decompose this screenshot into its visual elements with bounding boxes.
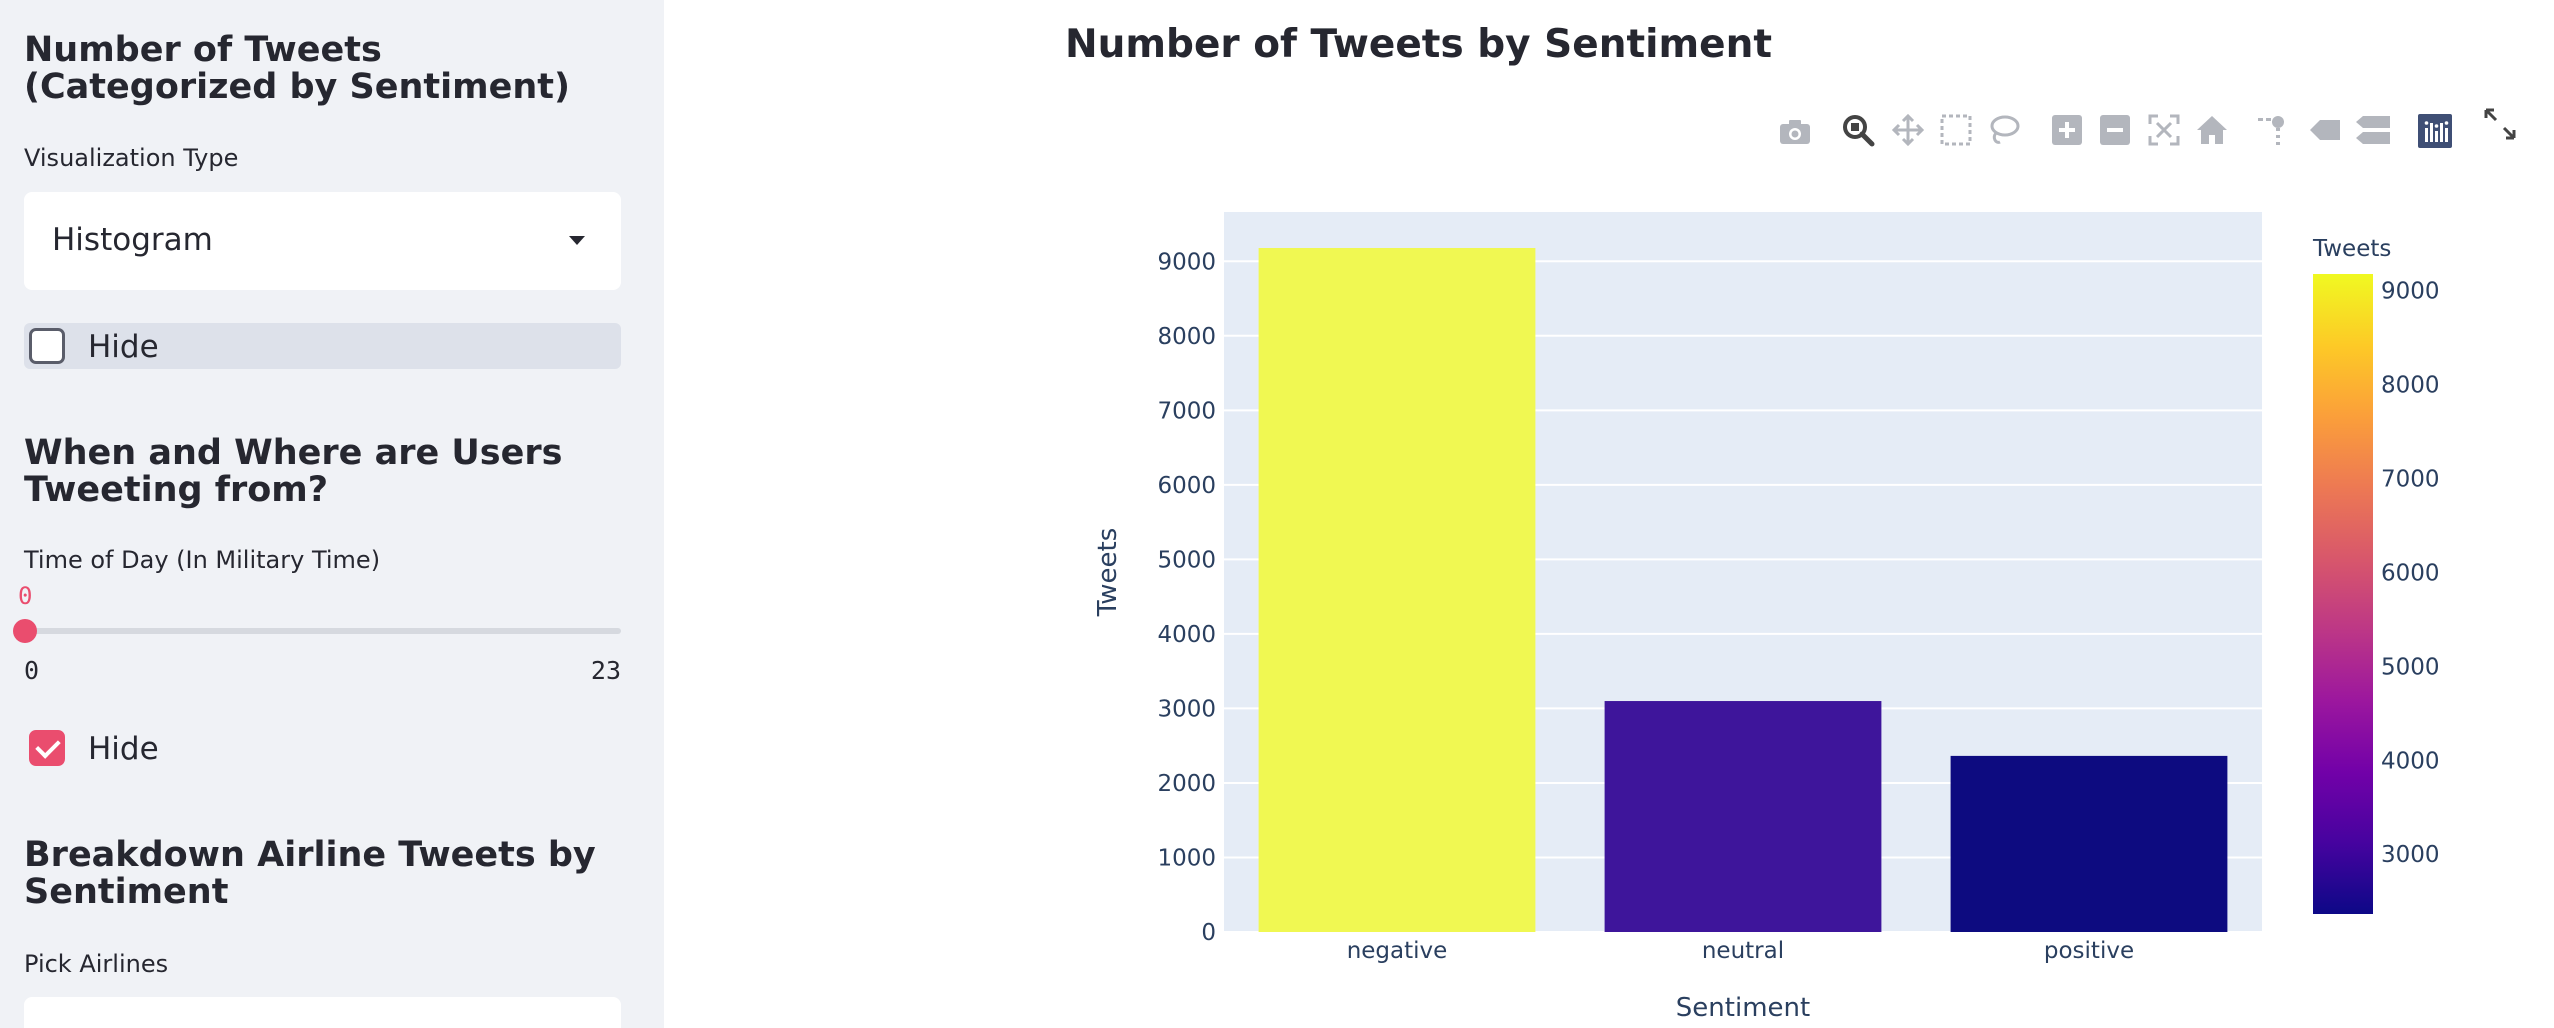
y-axis-ticks: 0 1000 2000 3000 4000 5000 6000 7000 8000 9000 <box>1157 249 1216 946</box>
hide-label: Hide <box>88 329 159 365</box>
x-axis-label: Sentiment <box>1676 993 1810 1023</box>
x-tick-label: negative <box>1347 938 1448 964</box>
viz-type-selected-value: Histogram <box>52 222 213 258</box>
y-tick-label: 2000 <box>1157 771 1216 797</box>
time-of-day-label: Time of Day (In Military Time) <box>24 546 381 574</box>
time-slider-handle[interactable] <box>13 619 37 643</box>
colorbar-title: Tweets <box>2312 236 2391 262</box>
checkbox-icon[interactable] <box>29 328 65 364</box>
x-tick-label: positive <box>2044 938 2134 964</box>
section-title-breakdown: Breakdown Airline Tweets by Sentiment <box>24 835 596 912</box>
time-slider-min: 0 <box>24 656 40 685</box>
viz-type-label: Visualization Type <box>24 144 239 172</box>
bar-positive[interactable] <box>1950 755 2228 932</box>
y-tick-label: 8000 <box>1157 324 1216 350</box>
bars <box>1258 247 2228 932</box>
y-tick-label: 1000 <box>1157 845 1216 871</box>
y-axis-label: Tweets <box>1093 528 1123 618</box>
time-slider-track[interactable] <box>24 628 621 634</box>
bar-neutral[interactable] <box>1604 701 1882 932</box>
y-tick-label: 6000 <box>1157 473 1216 499</box>
colorbar-tick-label: 8000 <box>2381 373 2440 399</box>
chevron-down-icon <box>569 236 585 245</box>
sidebar: Number of Tweets (Categorized by Sentime… <box>0 0 664 1028</box>
colorbar-tick-label: 3000 <box>2381 842 2440 868</box>
colorbar-tick-label: 9000 <box>2381 279 2440 305</box>
viz-type-select[interactable]: Histogram <box>24 192 621 290</box>
y-tick-label: 9000 <box>1157 249 1216 275</box>
pick-airlines-label: Pick Airlines <box>24 950 169 978</box>
time-slider-value: 0 <box>18 582 33 610</box>
colorbar-tick-label: 5000 <box>2381 654 2440 680</box>
bar-negative[interactable] <box>1258 247 1536 932</box>
y-tick-label: 4000 <box>1157 622 1216 648</box>
x-tick-label: neutral <box>1702 938 1784 964</box>
y-tick-label: 0 <box>1201 920 1216 946</box>
colorbar-tick-label: 4000 <box>2381 748 2440 774</box>
section-title-when-where: When and Where are Users Tweeting from? <box>24 433 563 510</box>
y-tick-label: 3000 <box>1157 696 1216 722</box>
y-tick-label: 5000 <box>1157 547 1216 573</box>
chart-title: Number of Tweets by Sentiment <box>1065 22 1772 67</box>
section-title-sentiment-count: Number of Tweets (Categorized by Sentime… <box>24 30 570 107</box>
colorbar-tick-label: 6000 <box>2381 560 2440 586</box>
hide-toggle-sentiment[interactable]: Hide <box>24 323 621 369</box>
colorbar <box>2313 274 2373 914</box>
checkbox-checked-icon[interactable] <box>29 730 65 766</box>
x-axis-ticks: negative neutral positive <box>1347 938 2134 964</box>
hide-label: Hide <box>88 731 159 767</box>
time-slider-max: 23 <box>590 656 621 685</box>
colorbar-ticks: 3000 4000 5000 6000 7000 8000 9000 <box>2381 279 2440 868</box>
pick-airlines-multiselect[interactable] <box>24 997 621 1028</box>
hide-toggle-map[interactable]: Hide <box>24 725 621 771</box>
colorbar-tick-label: 7000 <box>2381 467 2440 493</box>
y-tick-label: 7000 <box>1157 398 1216 424</box>
